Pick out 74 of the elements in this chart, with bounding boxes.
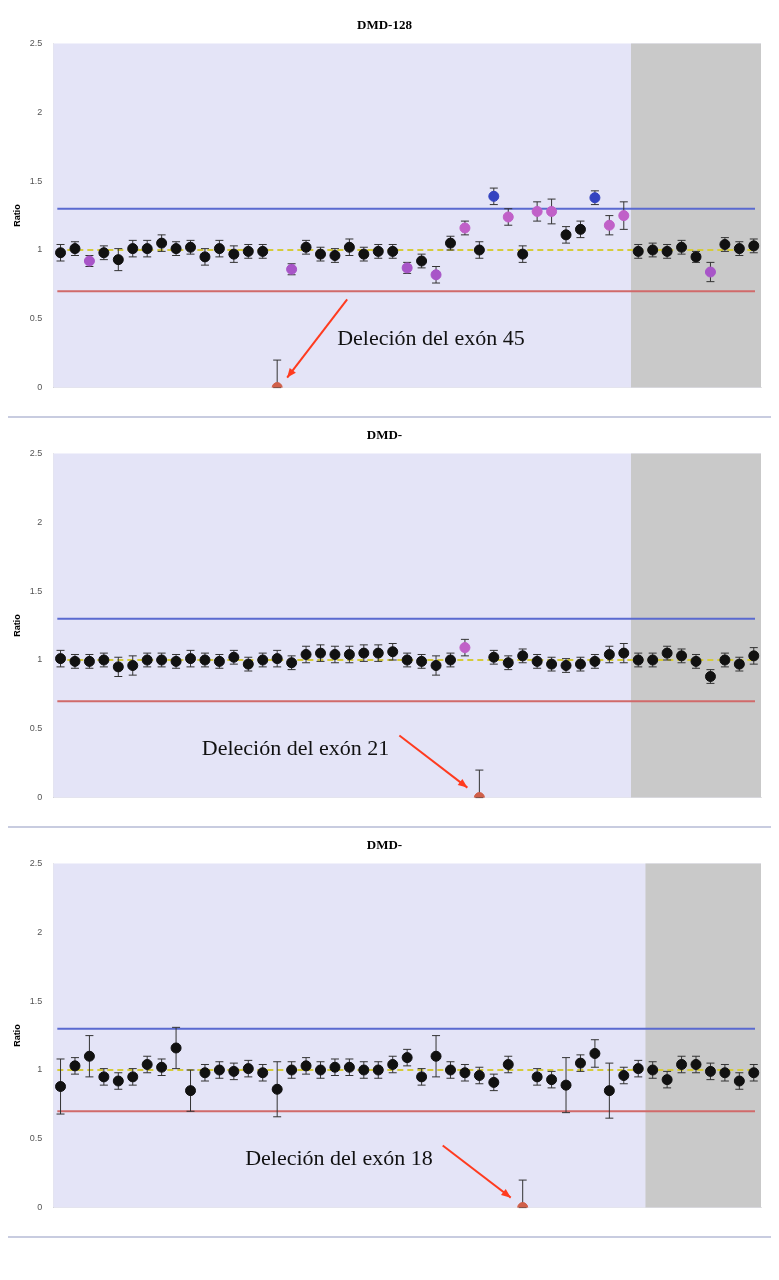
y-tick-label: 0 <box>37 792 43 803</box>
point <box>430 1050 442 1062</box>
y-axis-title: Ratio <box>11 1023 22 1047</box>
point <box>185 1085 197 1097</box>
point <box>83 1050 95 1062</box>
point <box>213 243 225 255</box>
point <box>430 660 442 671</box>
point <box>401 1052 413 1064</box>
point <box>112 254 124 266</box>
point <box>242 1063 254 1075</box>
chart-title: DMD-128 <box>357 17 413 33</box>
point <box>55 1081 67 1093</box>
y-tick-label: 2 <box>37 516 43 527</box>
y-tick-label: 0 <box>37 382 43 393</box>
point <box>589 1047 601 1059</box>
point <box>271 1083 283 1095</box>
point <box>473 1070 485 1081</box>
point <box>603 1085 615 1097</box>
point <box>676 1059 688 1070</box>
y-tick-label: 0.5 <box>29 313 43 324</box>
point <box>661 1074 673 1086</box>
point <box>141 243 153 255</box>
point <box>618 1070 630 1081</box>
point <box>546 205 558 217</box>
point <box>387 1059 399 1070</box>
point <box>170 1042 182 1054</box>
point <box>300 649 312 660</box>
y-axis-title: Ratio <box>11 203 22 227</box>
y-tick-label: 1.5 <box>29 175 43 186</box>
y-tick-label: 0 <box>37 1202 43 1213</box>
point <box>704 266 716 278</box>
point <box>329 649 341 660</box>
y-tick-label: 1.5 <box>29 995 43 1006</box>
y-tick-label: 2 <box>37 926 43 937</box>
point <box>127 660 139 671</box>
y-tick-label: 1 <box>37 1064 43 1075</box>
point <box>560 1079 572 1091</box>
point <box>343 649 355 660</box>
point <box>141 1059 153 1070</box>
y-tick-label: 1.5 <box>29 585 43 596</box>
y-tick-label: 1 <box>37 654 43 665</box>
point <box>459 642 471 654</box>
y-tick-label: 2 <box>37 106 43 117</box>
point <box>112 661 124 673</box>
y-tick-label: 2.5 <box>29 858 43 869</box>
annotation: Deleción del exón 21 <box>201 735 390 761</box>
point <box>603 649 615 660</box>
y-tick-label: 2.5 <box>29 448 43 459</box>
point <box>704 1065 716 1077</box>
point <box>271 653 283 665</box>
y-tick-label: 2.5 <box>29 38 43 49</box>
point <box>488 1076 500 1088</box>
point <box>127 243 139 255</box>
y-axis-title: Ratio <box>11 613 22 637</box>
point <box>531 205 543 217</box>
point <box>574 223 586 235</box>
y-tick-label: 0.5 <box>29 723 43 734</box>
point <box>55 653 67 665</box>
point <box>185 653 197 665</box>
point <box>632 1063 644 1075</box>
point <box>502 1059 514 1070</box>
point <box>618 210 630 222</box>
point <box>488 190 500 202</box>
y-tick-label: 1 <box>37 244 43 255</box>
point <box>546 1074 558 1086</box>
chart-title: DMD- <box>366 837 403 853</box>
point <box>228 1065 240 1077</box>
annotation: Deleción del exón 45 <box>337 325 525 351</box>
chart-title: DMD- <box>366 427 403 443</box>
annotation: Deleción del exón 18 <box>245 1145 433 1171</box>
point <box>618 647 630 659</box>
point <box>690 1059 702 1070</box>
point <box>603 219 615 231</box>
y-tick-label: 0.5 <box>29 1133 43 1144</box>
